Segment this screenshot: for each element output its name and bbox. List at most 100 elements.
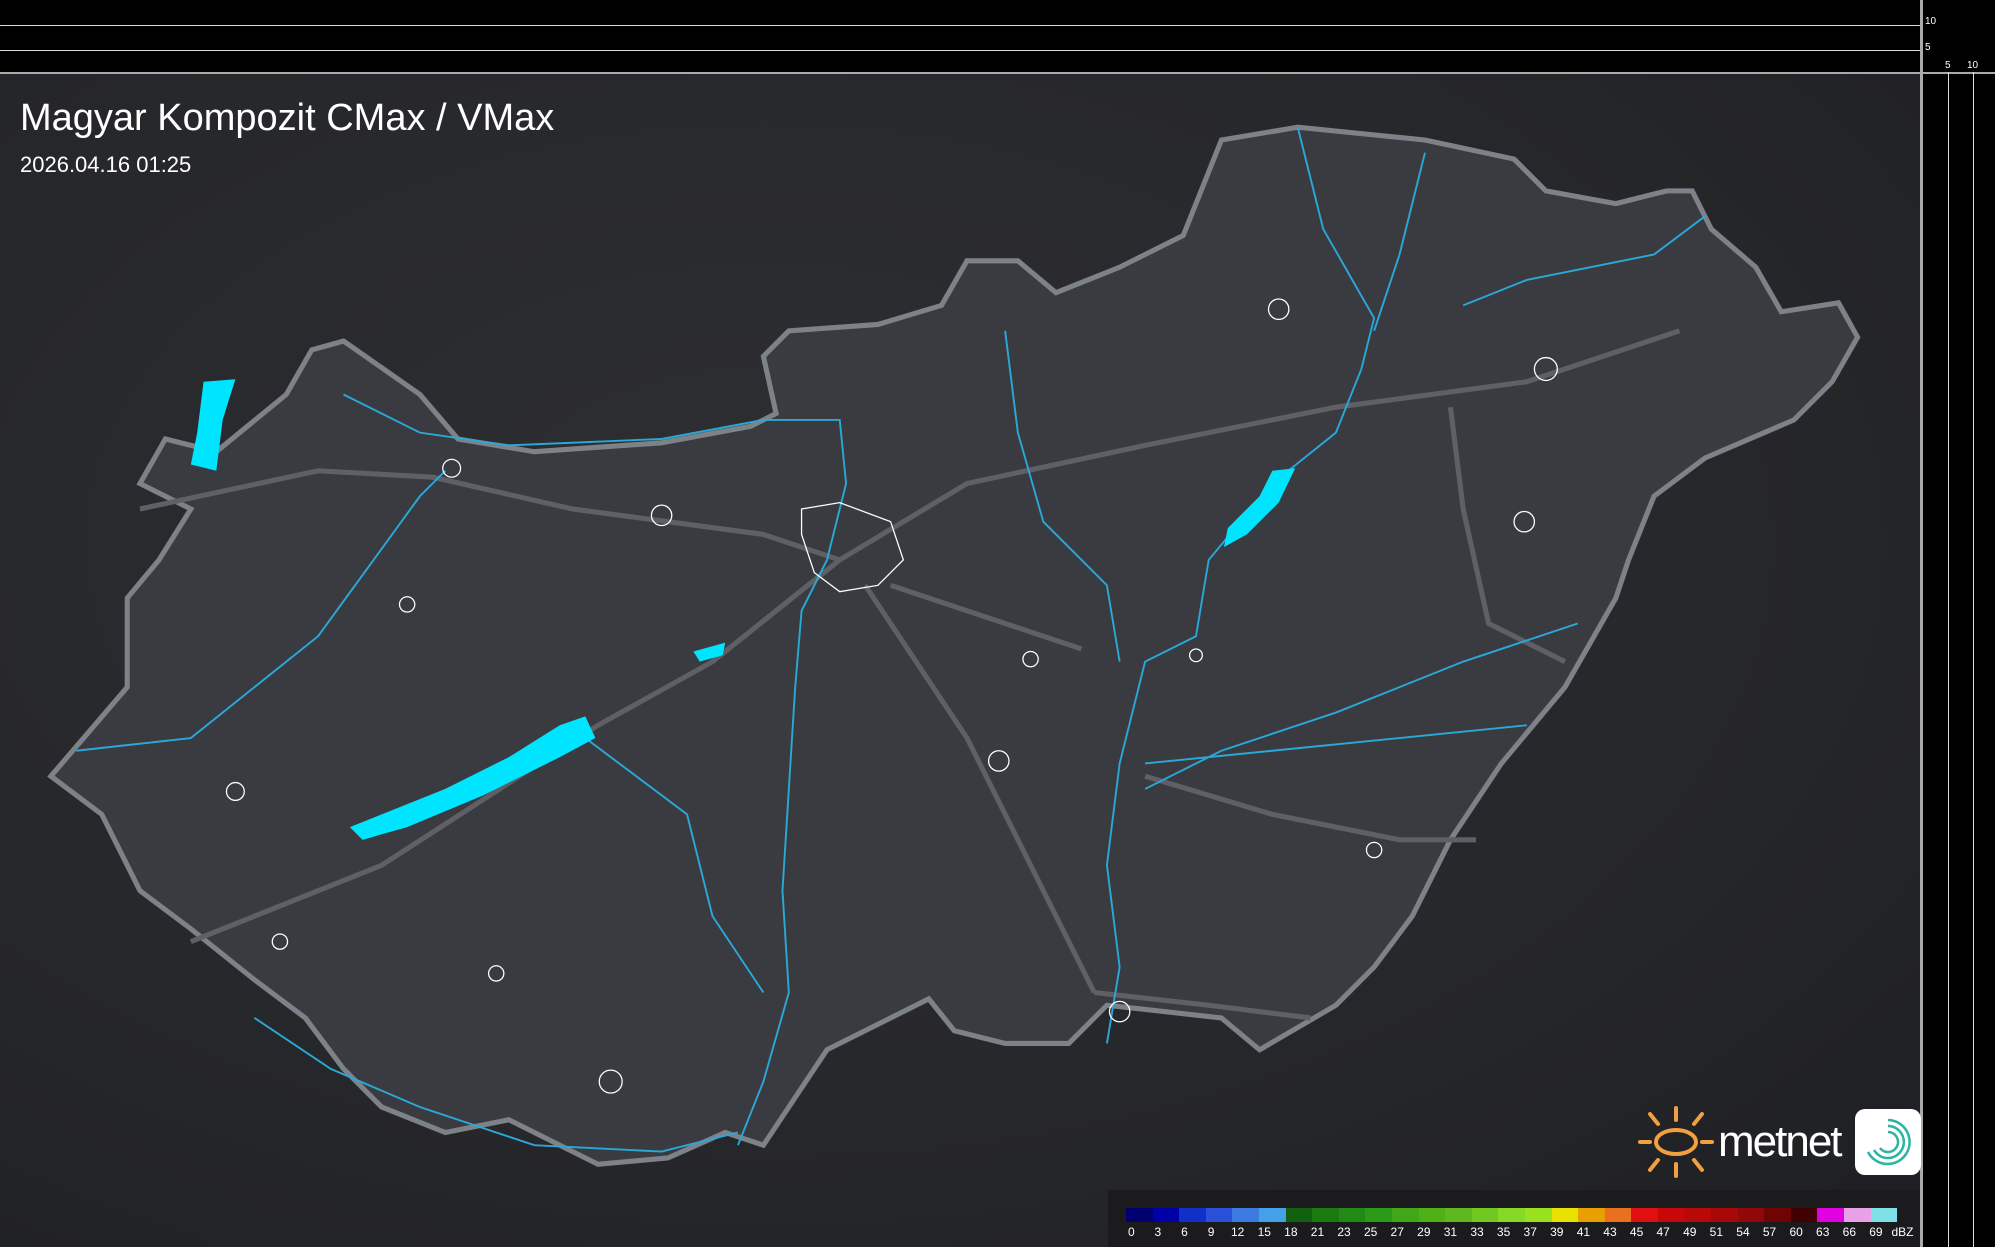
- legend-label: 15: [1257, 1225, 1271, 1239]
- grid-line: [0, 25, 1920, 26]
- river-tisza: [1105, 127, 1376, 1044]
- legend-label: 25: [1363, 1225, 1378, 1239]
- swirl-icon: [1866, 1118, 1911, 1166]
- budapest-outline: [800, 501, 905, 593]
- legend-label: 66: [1842, 1225, 1856, 1239]
- river-maros: [1144, 724, 1527, 765]
- legend-swatch: [1418, 1208, 1446, 1222]
- legend-swatch: [1631, 1208, 1658, 1222]
- lake-neusiedl: [190, 379, 236, 471]
- tick-label: 10: [1925, 16, 1937, 27]
- roads: [139, 328, 1681, 1021]
- lake-tisza: [1223, 468, 1296, 548]
- tick-label: 5: [1945, 60, 1951, 71]
- river-drava: [253, 1017, 739, 1153]
- legend-label: 41: [1576, 1225, 1591, 1239]
- legend-swatch: [1870, 1208, 1898, 1222]
- legend-swatch: [1205, 1208, 1233, 1222]
- legend-color-bar: [1126, 1208, 1898, 1222]
- legend-label: 51: [1709, 1225, 1724, 1239]
- legend-label: 21: [1310, 1225, 1325, 1239]
- grid-line: [1973, 72, 1974, 1247]
- river-raba: [76, 470, 446, 752]
- legend-swatch: [1524, 1208, 1552, 1222]
- legend-label: 33: [1470, 1225, 1484, 1239]
- legend-swatch: [1232, 1208, 1259, 1222]
- legend-label: 54: [1736, 1225, 1750, 1239]
- sun-icon: [1638, 1106, 1714, 1178]
- legend-label: 23: [1337, 1225, 1351, 1239]
- legend-swatch: [1258, 1208, 1286, 1222]
- legend-labels: 0 3 6 9 12 15 18 21 23 25 27 29 31 33 35 37 39 41 43 45 47 49…: [1118, 1225, 1916, 1239]
- settlements: [225, 298, 1558, 1094]
- legend-swatch: [1179, 1208, 1206, 1222]
- legend-label: 6: [1181, 1225, 1188, 1239]
- lakes: [190, 379, 1296, 840]
- legend-swatch: [1790, 1208, 1818, 1222]
- legend-label: 69: [1869, 1225, 1883, 1239]
- legend-label: 43: [1603, 1225, 1617, 1239]
- legend-swatch: [1498, 1208, 1525, 1222]
- legend-unit: dBZ: [1891, 1225, 1914, 1239]
- legend-label: 60: [1789, 1225, 1803, 1239]
- legend-swatch: [1126, 1208, 1153, 1222]
- app-icon: [1854, 1109, 1921, 1175]
- legend-swatch: [1551, 1208, 1579, 1222]
- legend-swatch: [1684, 1208, 1712, 1222]
- dbz-legend: 0 3 6 9 12 15 18 21 23 25 27 29 31 33 35 37 39 41 43 45 47 49…: [1108, 1190, 1920, 1247]
- river-danube: [343, 393, 848, 1146]
- legend-swatch: [1391, 1208, 1419, 1222]
- legend-swatch: [1737, 1208, 1765, 1222]
- legend-swatch: [1338, 1208, 1366, 1222]
- lake-velence: [693, 642, 726, 662]
- axis-divider: [1923, 72, 1995, 74]
- legend-swatch: [1817, 1208, 1845, 1222]
- top-axis-band: [0, 0, 1920, 74]
- legend-label: 49: [1683, 1225, 1697, 1239]
- metnet-logo: metnet: [1638, 1104, 1921, 1180]
- legend-label: 27: [1390, 1225, 1404, 1239]
- river-szamos: [1462, 215, 1706, 307]
- legend-label: 39: [1550, 1225, 1564, 1239]
- river-koros: [1144, 622, 1578, 790]
- legend-swatch: [1471, 1208, 1499, 1222]
- legend-swatch: [1711, 1208, 1738, 1222]
- legend-swatch: [1152, 1208, 1180, 1222]
- right-axis-panel: 10 5 5 10: [1920, 0, 1995, 1247]
- hungary-territory: [47, 124, 1861, 1167]
- river-hernad: [1373, 152, 1426, 332]
- grid-line: [0, 50, 1920, 51]
- legend-label: 47: [1656, 1225, 1670, 1239]
- map-timestamp: 2026.04.16 01:25: [20, 152, 192, 177]
- tick-label: 10: [1967, 60, 1979, 71]
- legend-label: 12: [1230, 1225, 1245, 1239]
- legend-label: 9: [1207, 1225, 1215, 1239]
- legend-label: 63: [1816, 1225, 1830, 1239]
- legend-swatch: [1312, 1208, 1339, 1222]
- legend-swatch: [1445, 1208, 1472, 1222]
- tick-label: 5: [1925, 42, 1931, 53]
- legend-label: 57: [1762, 1225, 1777, 1239]
- legend-label: 18: [1284, 1225, 1298, 1239]
- legend-label: 0: [1127, 1225, 1135, 1239]
- legend-label: 45: [1629, 1225, 1644, 1239]
- legend-swatch: [1764, 1208, 1791, 1222]
- legend-label: 31: [1443, 1225, 1458, 1239]
- rivers: [76, 127, 1706, 1153]
- map-title: Magyar Kompozit CMax / VMax: [20, 97, 555, 139]
- logo-text: metnet: [1718, 1117, 1843, 1166]
- legend-label: 35: [1496, 1225, 1511, 1239]
- lake-balaton: [349, 716, 596, 840]
- legend-swatch: [1657, 1208, 1685, 1222]
- legend-label: 29: [1417, 1225, 1431, 1239]
- legend-swatch: [1844, 1208, 1871, 1222]
- river-sio: [584, 737, 765, 994]
- legend-swatch: [1365, 1208, 1392, 1222]
- legend-swatch: [1578, 1208, 1605, 1222]
- legend-swatch: [1285, 1208, 1313, 1222]
- legend-swatch: [1604, 1208, 1632, 1222]
- grid-line: [1948, 72, 1949, 1247]
- legend-label: 37: [1523, 1225, 1537, 1239]
- legend-label: 3: [1154, 1225, 1162, 1239]
